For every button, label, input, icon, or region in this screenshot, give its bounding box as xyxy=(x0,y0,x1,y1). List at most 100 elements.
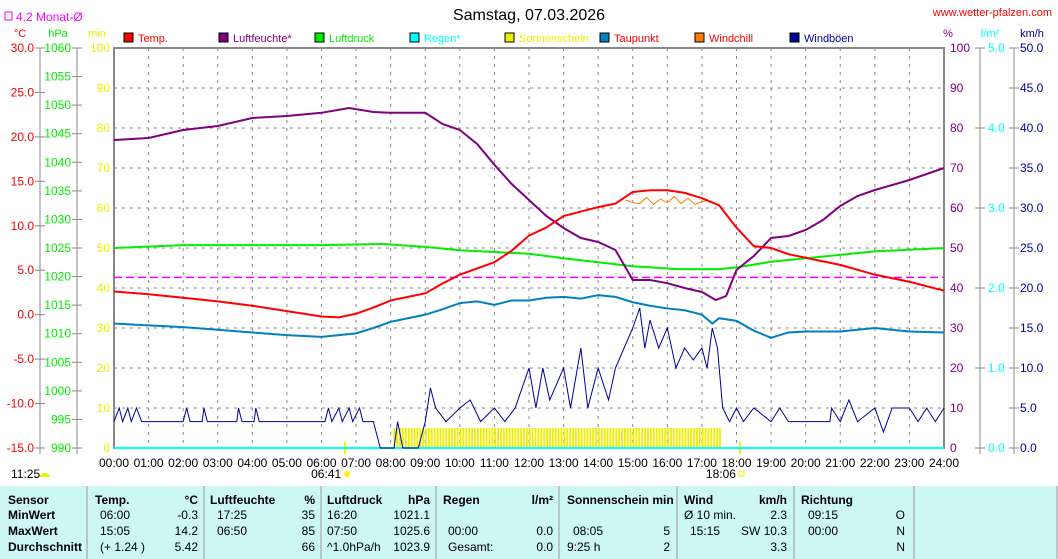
axis-tick-gusts: 30.0 xyxy=(1020,201,1044,215)
header-humidity-unit: % xyxy=(304,493,315,507)
axis-tick-pressure: 990 xyxy=(51,441,71,455)
sunshine-bar xyxy=(704,428,707,448)
chart-title: Samstag, 07.03.2026 xyxy=(453,7,605,24)
axis-tick-gusts: 40.0 xyxy=(1020,121,1044,135)
header-rain-unit: l/m² xyxy=(531,493,553,507)
month-avg-label: 4.2 Monat-Ø xyxy=(16,10,83,24)
header-temp-unit: °C xyxy=(184,493,198,507)
x-tick-label: 24:00 xyxy=(929,456,959,470)
axis-tick-sunshine: 50 xyxy=(97,241,111,255)
sunshine-bar xyxy=(693,428,695,448)
sunshine-bar xyxy=(678,428,681,448)
axis-tick-rain: 5.0 xyxy=(988,41,1005,55)
sunshine-value: 5 xyxy=(663,524,670,538)
legend-label-gusts: Windböen xyxy=(804,33,854,45)
sunshine-bar xyxy=(641,428,644,448)
sunshine-bar xyxy=(600,428,603,448)
axis-tick-pressure: 1060 xyxy=(44,41,71,55)
stats-table: Sensor Temp. °C Luftfeuchte% Luftdruck hPa Reg… xyxy=(0,486,1058,559)
sunshine-bar xyxy=(474,428,476,448)
axis-unit-humidity: % xyxy=(943,28,953,40)
x-tick-label: 02:00 xyxy=(168,456,198,470)
sunshine-bar xyxy=(638,428,641,448)
axis-tick-temp: 5.0 xyxy=(17,263,34,277)
temp-time: (+ 1.24 ) xyxy=(100,540,146,554)
sunshine-bar xyxy=(681,428,684,448)
x-tick-label: 13:00 xyxy=(549,456,579,470)
axis-tick-rain: 1.0 xyxy=(988,361,1005,375)
sunshine-bar xyxy=(419,428,422,448)
sunshine-bar xyxy=(670,428,672,448)
sunshine-bar xyxy=(672,428,675,448)
x-tick-label: 23:00 xyxy=(894,456,924,470)
sunshine-bar xyxy=(549,428,551,448)
sunshine-bar xyxy=(574,428,577,448)
sunshine-bar xyxy=(439,428,442,448)
sunset-icon xyxy=(738,470,745,477)
sunshine-bar xyxy=(655,428,658,448)
sunshine-bar xyxy=(523,428,525,448)
sunshine-bar xyxy=(623,428,626,448)
legend-label-humidity: Luftfeuchte* xyxy=(233,33,292,45)
sunshine-bar xyxy=(675,428,678,448)
axis-tick-sunshine: 30 xyxy=(97,321,111,335)
rain-value: 0.0 xyxy=(536,524,553,538)
pressure-value: 1021.1 xyxy=(393,508,430,522)
axis-unit-rain: l/m² xyxy=(981,28,1000,40)
sunshine-bar xyxy=(488,428,491,448)
axis-tick-gusts: 20.0 xyxy=(1020,281,1044,295)
sun-icon xyxy=(344,471,351,477)
sunshine-bar xyxy=(560,428,563,448)
axis-tick-gusts: 35.0 xyxy=(1020,161,1044,175)
axis-tick-humidity: 20 xyxy=(950,361,964,375)
sunshine-bar xyxy=(690,428,693,448)
axis-tick-sunshine: 40 xyxy=(97,281,111,295)
sunshine-bar xyxy=(485,428,488,448)
x-tick-label: 01:00 xyxy=(134,456,164,470)
sunshine-bar xyxy=(494,428,497,448)
series-windchill xyxy=(625,195,709,206)
axis-tick-humidity: 0 xyxy=(950,441,957,455)
axis-tick-gusts: 15.0 xyxy=(1020,321,1044,335)
sunshine-bar xyxy=(399,428,401,448)
header-wind: Wind xyxy=(684,493,714,507)
table-column xyxy=(915,486,1058,559)
table-column xyxy=(205,486,322,559)
axis-unit-pressure: hPa xyxy=(48,28,68,40)
legend-swatch-rain xyxy=(409,32,420,43)
axis-tick-pressure: 1000 xyxy=(44,384,71,398)
humidity-value: 35 xyxy=(301,508,315,522)
direction-value: N xyxy=(896,540,905,554)
sunshine-bar xyxy=(468,428,471,448)
sunshine-bar xyxy=(569,428,572,448)
wind-time: Ø 10 min. xyxy=(684,508,737,522)
x-tick-label: 11:00 xyxy=(480,456,509,470)
sunshine-bar xyxy=(557,428,560,448)
header-humidity: Luftfeuchte xyxy=(210,493,276,507)
axis-tick-rain: 2.0 xyxy=(988,281,1005,295)
series-dewpoint xyxy=(113,294,945,339)
sunshine-bar xyxy=(491,428,494,448)
sunrise-time: 06:41 xyxy=(311,467,341,481)
table-column xyxy=(0,486,88,559)
x-tick-label: 04:00 xyxy=(237,456,267,470)
pressure-time: 16:20 xyxy=(327,508,358,522)
legend-swatch-humidity xyxy=(218,32,229,43)
header-sensor: Sensor xyxy=(8,493,49,507)
sunshine-bar xyxy=(500,428,502,448)
wind-value: 3.3 xyxy=(770,540,787,554)
axis-tick-pressure: 1015 xyxy=(44,298,71,312)
table-column xyxy=(678,486,795,559)
axis-tick-rain: 3.0 xyxy=(988,201,1005,215)
sunshine-bar xyxy=(649,428,652,448)
axis-tick-pressure: 1005 xyxy=(44,355,71,369)
sunshine-bar xyxy=(551,428,554,448)
header-pressure: Luftdruck xyxy=(327,493,383,507)
x-tick-label: 12:00 xyxy=(514,456,544,470)
series-temp xyxy=(113,189,945,319)
sunshine-bar xyxy=(445,428,448,448)
humidity-time: 06:50 xyxy=(217,524,248,538)
axis-tick-pressure: 1055 xyxy=(44,70,71,84)
axis-tick-temp: 15.0 xyxy=(11,174,35,188)
x-tick-label: 16:00 xyxy=(652,456,682,470)
